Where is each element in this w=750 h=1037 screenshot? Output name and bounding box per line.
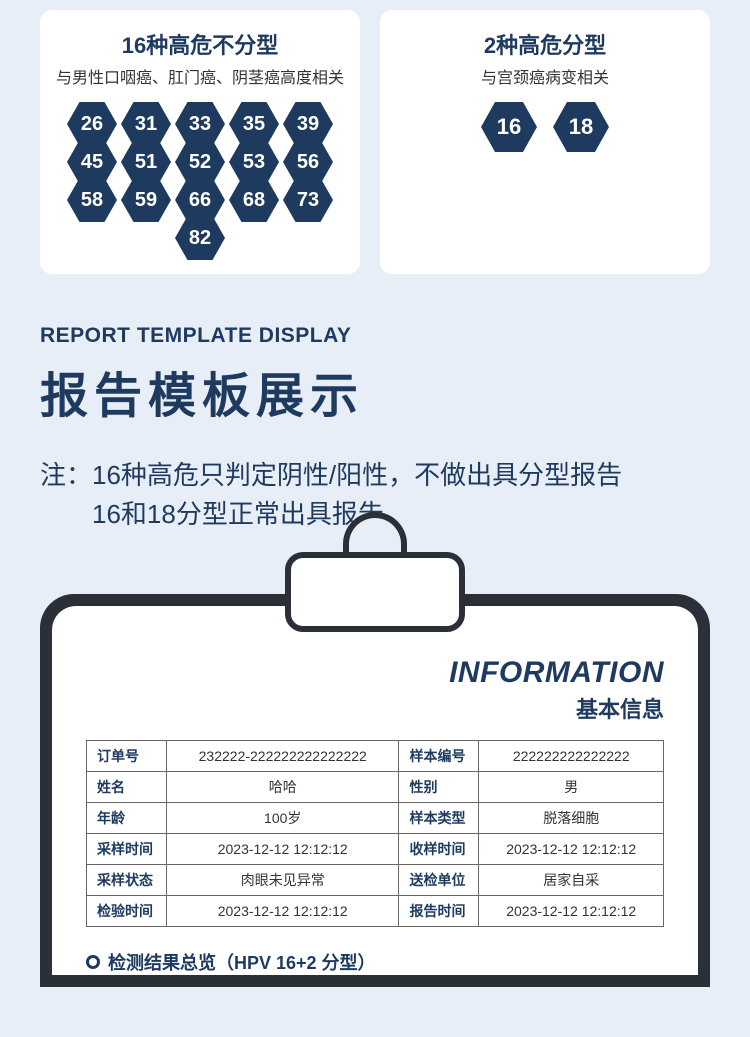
table-label: 收样时间 (399, 834, 479, 865)
note-line1: 16种高危只判定阴性/阳性，不做出具分型报告 (92, 460, 622, 490)
table-value: 哈哈 (167, 772, 399, 803)
table-value: 居家自采 (479, 865, 664, 896)
card-right-title: 2种高危分型 (390, 28, 700, 60)
table-row: 采样状态肉眼未见异常送检单位居家自采 (87, 865, 664, 896)
hex-row: 2631333539 (65, 102, 335, 146)
table-label: 订单号 (87, 741, 167, 772)
table-value: 男 (479, 772, 664, 803)
hex-grid-left: 26313335394551525356585966687382 (50, 102, 350, 254)
hex-cell: 58 (67, 178, 117, 222)
report-cn-title: 报告模板展示 (40, 356, 710, 426)
circle-icon (86, 955, 100, 969)
result-overview-header: 检测结果总览（HPV 16+2 分型） (86, 949, 664, 975)
table-label: 性别 (399, 772, 479, 803)
hex-row: 5859666873 (65, 178, 335, 222)
table-row: 订单号232222-222222222222222样本编号22222222222… (87, 741, 664, 772)
table-label: 样本编号 (399, 741, 479, 772)
clipboard-clip-icon (285, 552, 465, 632)
table-row: 采样时间2023-12-12 12:12:12收样时间2023-12-12 12… (87, 834, 664, 865)
clipboard-paper: INFORMATION 基本信息 订单号232222-2222222222222… (52, 606, 698, 975)
table-label: 报告时间 (399, 896, 479, 927)
note-prefix: 注： (40, 460, 92, 490)
info-table: 订单号232222-222222222222222样本编号22222222222… (86, 740, 664, 927)
card-2-high-risk: 2种高危分型 与宫颈癌病变相关 1618 (380, 10, 710, 274)
table-value: 222222222222222 (479, 741, 664, 772)
table-value: 肉眼未见异常 (167, 865, 399, 896)
hex-cell: 59 (121, 178, 171, 222)
table-label: 姓名 (87, 772, 167, 803)
result-title: 检测结果总览（HPV 16+2 分型） (108, 949, 376, 975)
card-left-title: 16种高危不分型 (50, 28, 350, 60)
table-value: 2023-12-12 12:12:12 (167, 896, 399, 927)
table-value: 脱落细胞 (479, 803, 664, 834)
info-eng-title: INFORMATION (86, 656, 664, 690)
table-label: 送检单位 (399, 865, 479, 896)
table-label: 采样时间 (87, 834, 167, 865)
clipboard-wrap: INFORMATION 基本信息 订单号232222-2222222222222… (0, 534, 750, 987)
table-value: 2023-12-12 12:12:12 (479, 834, 664, 865)
hex-grid-right: 1618 (390, 102, 700, 146)
table-label: 采样状态 (87, 865, 167, 896)
hex-cell: 16 (481, 102, 537, 152)
info-cn-title: 基本信息 (86, 692, 664, 724)
card-16-high-risk: 16种高危不分型 与男性口咽癌、肛门癌、阴茎癌高度相关 263133353945… (40, 10, 360, 274)
report-eng-title: REPORT TEMPLATE DISPLAY (40, 324, 710, 348)
hex-row: 82 (173, 216, 227, 260)
table-label: 样本类型 (399, 803, 479, 834)
table-value: 2023-12-12 12:12:12 (167, 834, 399, 865)
card-left-subtitle: 与男性口咽癌、肛门癌、阴茎癌高度相关 (50, 64, 350, 88)
table-label: 年龄 (87, 803, 167, 834)
table-value: 232222-222222222222222 (167, 741, 399, 772)
table-row: 年龄100岁样本类型脱落细胞 (87, 803, 664, 834)
hex-cell: 18 (553, 102, 609, 152)
table-row: 检验时间2023-12-12 12:12:12报告时间2023-12-12 12… (87, 896, 664, 927)
clipboard-board: INFORMATION 基本信息 订单号232222-2222222222222… (40, 594, 710, 987)
table-row: 姓名哈哈性别男 (87, 772, 664, 803)
hex-row: 1618 (473, 102, 617, 152)
hex-cell: 82 (175, 216, 225, 260)
top-cards-row: 16种高危不分型 与男性口咽癌、肛门癌、阴茎癌高度相关 263133353945… (0, 0, 750, 304)
table-value: 100岁 (167, 803, 399, 834)
info-header: INFORMATION 基本信息 (86, 656, 664, 724)
hex-row: 4551525356 (65, 140, 335, 184)
note-line2: 16和18分型正常出具报告 (92, 499, 384, 529)
report-section: REPORT TEMPLATE DISPLAY 报告模板展示 注：16种高危只判… (0, 304, 750, 534)
table-label: 检验时间 (87, 896, 167, 927)
card-right-subtitle: 与宫颈癌病变相关 (390, 64, 700, 88)
hex-cell: 68 (229, 178, 279, 222)
table-value: 2023-12-12 12:12:12 (479, 896, 664, 927)
hex-cell: 73 (283, 178, 333, 222)
